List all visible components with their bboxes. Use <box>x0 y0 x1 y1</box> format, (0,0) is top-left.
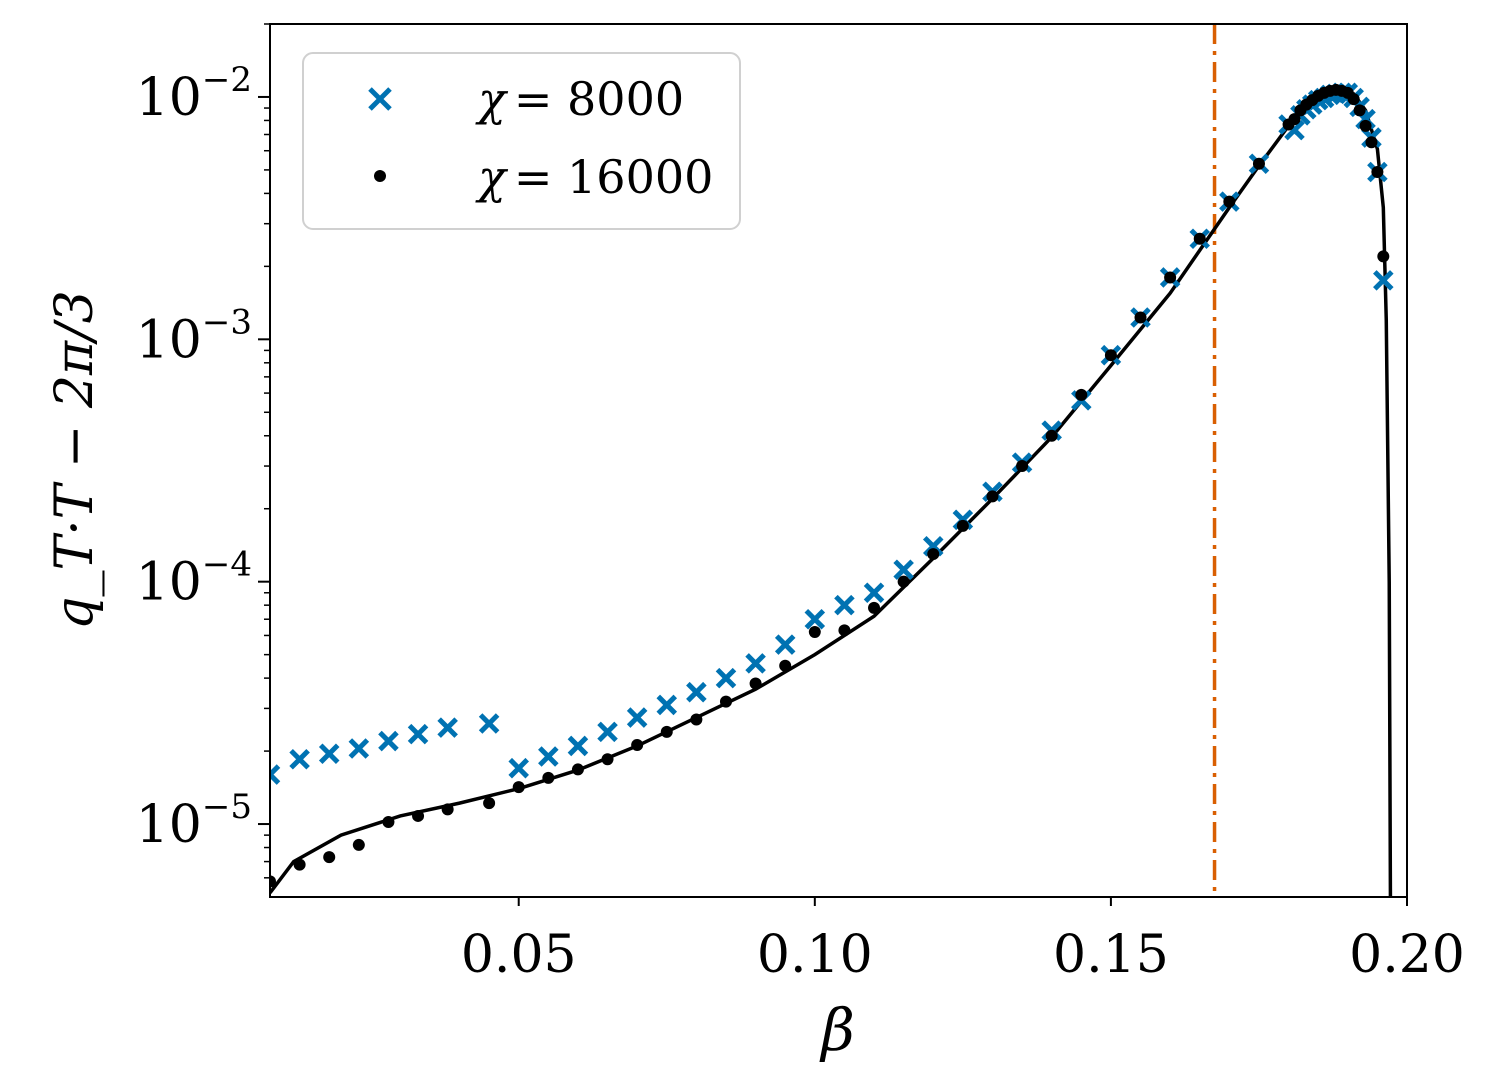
data-point-chi-16000 <box>382 815 395 828</box>
data-point-chi-8000 <box>318 743 340 765</box>
y-tick-labels: 10−5 10−4 10−3 10−2 <box>136 60 252 855</box>
data-point-chi-16000 <box>542 771 555 784</box>
data-point-chi-16000 <box>1016 460 1029 473</box>
y-tick-label: 10−3 <box>136 302 252 370</box>
data-point-chi-8000 <box>597 721 618 743</box>
x-tick-label: 0.15 <box>1053 925 1169 985</box>
data-point-chi-8000 <box>378 730 399 752</box>
legend-marker-dot <box>374 170 386 182</box>
x-tick-label: 0.10 <box>757 925 873 985</box>
data-point-chi-16000 <box>868 601 881 614</box>
data-point-chi-16000 <box>956 519 969 532</box>
data-point-chi-8000 <box>270 764 281 785</box>
y-tick-label: 10−5 <box>136 787 252 855</box>
data-point-chi-8000 <box>407 723 429 745</box>
x-axis-label: β <box>819 996 855 1064</box>
data-point-chi-8000 <box>686 681 707 703</box>
data-point-chi-16000 <box>749 677 762 690</box>
data-point-chi-16000 <box>1359 119 1372 132</box>
data-point-chi-16000 <box>1347 93 1360 106</box>
data-point-chi-16000 <box>897 575 910 588</box>
data-point-chi-8000 <box>656 694 678 716</box>
axes-frame <box>269 23 1408 898</box>
data-point-chi-16000 <box>1288 113 1301 126</box>
data-point-chi-8000 <box>834 594 855 616</box>
data-point-chi-16000 <box>1377 250 1390 263</box>
data-point-chi-16000 <box>412 809 425 822</box>
data-point-chi-8000 <box>922 535 944 557</box>
data-point-chi-16000 <box>270 875 276 888</box>
data-point-chi-16000 <box>1193 232 1206 245</box>
plot-area <box>270 24 1394 897</box>
data-point-chi-16000 <box>690 713 703 726</box>
data-point-chi-16000 <box>838 624 851 637</box>
data-point-chi-8000 <box>508 757 529 779</box>
series-chi-16000 <box>270 83 1390 888</box>
y-axis-label: q_T·T − 2π/3 <box>45 290 105 630</box>
axis-ticks <box>258 95 1408 906</box>
data-point-chi-8000 <box>538 746 559 767</box>
data-point-chi-16000 <box>1104 349 1117 362</box>
data-point-chi-16000 <box>1365 136 1378 149</box>
data-point-chi-8000 <box>863 582 885 604</box>
data-point-chi-16000 <box>512 781 525 794</box>
data-point-chi-16000 <box>1075 388 1088 401</box>
data-point-chi-16000 <box>779 659 792 672</box>
data-point-chi-16000 <box>293 858 306 871</box>
data-point-chi-8000 <box>804 608 826 630</box>
y-tick-label: 10−2 <box>136 60 252 128</box>
data-point-chi-8000 <box>289 749 310 770</box>
data-point-chi-16000 <box>1353 104 1366 117</box>
data-point-chi-8000 <box>348 738 370 759</box>
data-point-chi-16000 <box>441 803 454 816</box>
legend-label-chi-16000: χ = 16000 <box>475 150 713 204</box>
data-point-chi-8000 <box>478 713 500 734</box>
data-point-chi-16000 <box>1164 271 1177 284</box>
legend-cross <box>368 87 392 111</box>
data-point-chi-16000 <box>808 625 821 638</box>
data-point-chi-16000 <box>1223 195 1236 208</box>
data-point-chi-8000 <box>567 735 589 757</box>
legend-label-chi-8000: χ = 8000 <box>475 72 684 126</box>
data-point-chi-16000 <box>1371 166 1384 179</box>
data-point-chi-16000 <box>660 725 673 738</box>
data-point-chi-8000 <box>893 559 914 581</box>
data-point-chi-16000 <box>571 763 584 776</box>
data-point-chi-8000 <box>774 634 796 655</box>
data-point-chi-16000 <box>986 490 999 503</box>
x-tick-label: 0.20 <box>1349 925 1465 985</box>
data-point-chi-8000 <box>626 707 648 728</box>
data-point-chi-8000 <box>745 653 766 674</box>
data-point-chi-16000 <box>1134 311 1147 324</box>
legend-box <box>302 52 741 230</box>
data-point-chi-16000 <box>323 851 336 864</box>
legend: χ = 8000 χ = 16000 <box>302 52 741 230</box>
data-point-chi-8000 <box>715 667 737 689</box>
data-point-chi-16000 <box>1045 429 1058 442</box>
data-point-chi-16000 <box>352 838 365 851</box>
data-point-chi-16000 <box>631 738 644 751</box>
y-tick-label: 10−4 <box>136 545 252 613</box>
data-point-chi-16000 <box>719 695 732 708</box>
x-tick-labels: 0.05 0.10 0.15 0.20 <box>461 925 1465 985</box>
x-tick-label: 0.05 <box>461 925 577 985</box>
data-point-chi-16000 <box>601 753 614 766</box>
data-point-chi-16000 <box>927 548 940 561</box>
data-point-chi-16000 <box>483 797 496 810</box>
data-point-chi-16000 <box>1252 157 1265 170</box>
data-point-chi-8000 <box>1373 270 1394 291</box>
legend-marker-x <box>368 87 392 111</box>
data-point-chi-8000 <box>437 717 458 738</box>
